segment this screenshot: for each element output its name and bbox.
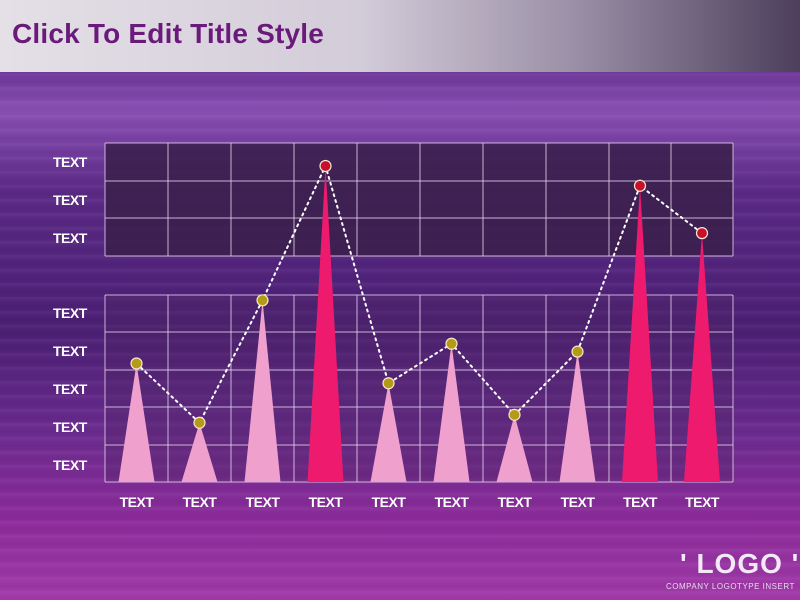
- y-tick-label: TEXT: [53, 343, 88, 359]
- y-tick-label: TEXT: [53, 305, 88, 321]
- y-tick-label: TEXT: [53, 457, 88, 473]
- data-point: [571, 345, 584, 358]
- title-bar: Click To Edit Title Style: [0, 0, 800, 72]
- trend-line: [135, 163, 703, 425]
- data-point: [445, 337, 458, 350]
- x-tick-label: TEXT: [120, 494, 155, 510]
- y-tick-label: TEXT: [53, 192, 88, 208]
- y-tick-label: TEXT: [53, 230, 88, 246]
- x-tick-label: TEXT: [498, 494, 533, 510]
- bar: [559, 351, 596, 482]
- x-tick-label: TEXT: [685, 494, 720, 510]
- x-tick-label: TEXT: [372, 494, 407, 510]
- data-point: [382, 377, 395, 390]
- y-tick-label: TEXT: [53, 154, 88, 170]
- x-tick-label: TEXT: [309, 494, 344, 510]
- chart-upper-panel: [105, 143, 733, 256]
- y-tick-label: TEXT: [53, 419, 88, 435]
- bar-highlighted: [622, 185, 658, 482]
- x-tick-label: TEXT: [623, 494, 658, 510]
- bar-highlighted: [307, 166, 344, 482]
- logo-subtitle: COMPANY LOGOTYPE INSERT: [666, 582, 795, 591]
- bar-highlighted: [684, 233, 720, 482]
- data-point-highlighted: [319, 159, 332, 173]
- bar: [118, 363, 155, 482]
- data-point-highlighted: [695, 227, 709, 240]
- bar: [244, 300, 281, 482]
- bar: [181, 422, 218, 482]
- x-tick-label: TEXT: [561, 494, 596, 510]
- y-tick-label: TEXT: [53, 381, 88, 397]
- data-point: [193, 416, 206, 429]
- data-point-highlighted: [633, 179, 647, 192]
- slide-title[interactable]: Click To Edit Title Style: [12, 18, 325, 49]
- x-tick-label: TEXT: [246, 494, 281, 510]
- x-tick-label: TEXT: [435, 494, 470, 510]
- data-point: [508, 408, 521, 421]
- bar: [370, 383, 407, 482]
- x-tick-label: TEXT: [183, 494, 218, 510]
- logo: ' LOGO ': [680, 548, 800, 579]
- bar: [433, 343, 470, 482]
- data-point: [256, 294, 269, 307]
- data-point: [130, 357, 143, 370]
- bar: [496, 414, 533, 482]
